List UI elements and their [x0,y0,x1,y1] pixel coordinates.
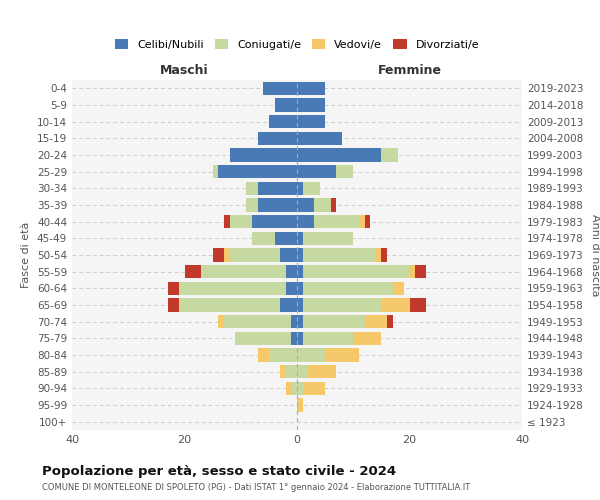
Bar [280,248,297,262]
Bar [302,332,353,345]
Bar [325,348,359,362]
Bar [269,115,297,128]
Bar [286,382,292,395]
Bar [247,198,257,211]
Bar [314,215,359,228]
Bar [247,182,257,195]
Bar [297,215,314,228]
Bar [387,315,392,328]
Bar [302,298,382,312]
Bar [297,148,382,162]
Bar [297,282,302,295]
Bar [286,365,297,378]
Bar [286,265,297,278]
Bar [382,148,398,162]
Bar [302,315,365,328]
Bar [257,132,297,145]
Bar [297,298,302,312]
Bar [297,398,302,411]
Bar [218,315,224,328]
Bar [257,348,269,362]
Bar [297,115,325,128]
Bar [263,82,297,95]
Bar [297,248,302,262]
Bar [302,182,320,195]
Bar [224,315,292,328]
Bar [297,182,302,195]
Bar [297,332,302,345]
Bar [275,98,297,112]
Text: Popolazione per età, sesso e stato civile - 2024: Popolazione per età, sesso e stato civil… [42,465,396,478]
Bar [297,348,325,362]
Bar [286,282,297,295]
Bar [292,315,297,328]
Bar [376,248,382,262]
Bar [297,265,302,278]
Bar [297,382,302,395]
Bar [365,215,370,228]
Bar [202,265,286,278]
Bar [297,315,302,328]
Bar [297,132,342,145]
Bar [212,165,218,178]
Bar [382,298,409,312]
Bar [229,248,280,262]
Bar [280,365,286,378]
Bar [224,248,229,262]
Bar [302,248,376,262]
Bar [331,198,337,211]
Bar [314,198,331,211]
Bar [252,232,275,245]
Bar [302,265,409,278]
Bar [292,382,297,395]
Bar [252,215,297,228]
Bar [280,298,297,312]
Bar [269,348,297,362]
Bar [218,165,297,178]
Bar [365,315,387,328]
Bar [229,148,297,162]
Bar [297,198,314,211]
Bar [179,298,280,312]
Bar [409,265,415,278]
Bar [302,232,353,245]
Bar [337,165,353,178]
Bar [292,332,297,345]
Bar [224,215,229,228]
Bar [167,298,179,312]
Bar [392,282,404,295]
Text: Maschi: Maschi [160,64,209,76]
Text: Femmine: Femmine [377,64,442,76]
Bar [257,182,297,195]
Bar [229,215,252,228]
Bar [185,265,202,278]
Bar [212,248,224,262]
Bar [297,232,302,245]
Bar [257,198,297,211]
Bar [302,382,325,395]
Bar [308,365,337,378]
Text: COMUNE DI MONTELEONE DI SPOLETO (PG) - Dati ISTAT 1° gennaio 2024 - Elaborazione: COMUNE DI MONTELEONE DI SPOLETO (PG) - D… [42,482,470,492]
Bar [235,332,292,345]
Bar [415,265,427,278]
Bar [302,282,392,295]
Y-axis label: Fasce di età: Fasce di età [22,222,31,288]
Bar [167,282,179,295]
Bar [353,332,382,345]
Bar [297,98,325,112]
Bar [409,298,427,312]
Legend: Celibi/Nubili, Coniugati/e, Vedovi/e, Divorziati/e: Celibi/Nubili, Coniugati/e, Vedovi/e, Di… [110,34,484,54]
Bar [275,232,297,245]
Bar [382,248,387,262]
Y-axis label: Anni di nascita: Anni di nascita [590,214,600,296]
Bar [297,165,337,178]
Bar [297,82,325,95]
Bar [179,282,286,295]
Bar [359,215,365,228]
Bar [297,365,308,378]
